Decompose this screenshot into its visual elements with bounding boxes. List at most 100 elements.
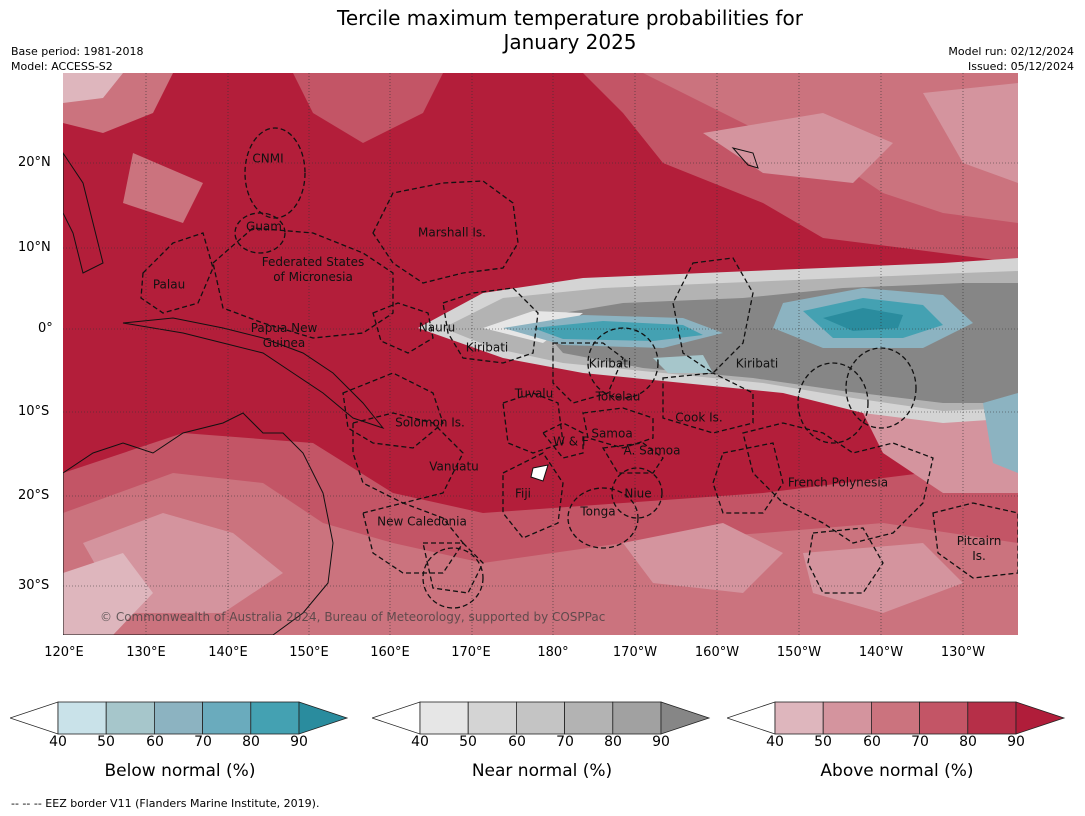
cbar-below-tick-70: 70 xyxy=(194,734,212,750)
lon-tick-150w: 150°W xyxy=(776,645,822,660)
label-png-line1: Papua New xyxy=(250,321,318,335)
map-canvas xyxy=(63,73,1018,635)
label-wallis-futuna: W & F xyxy=(553,434,589,449)
cbar-above-tick-80: 80 xyxy=(959,734,977,750)
colorbar-near-label: Near normal (%) xyxy=(471,761,613,781)
colorbar-swatch xyxy=(515,701,565,735)
colorbar-above-ticks: 40 50 60 70 80 90 xyxy=(727,734,1067,754)
cbar-near-tick-40: 40 xyxy=(411,734,429,750)
label-guam: Guam xyxy=(246,219,282,234)
colorbar-swatch xyxy=(774,701,824,735)
cbar-above-tick-90: 90 xyxy=(1007,734,1025,750)
cbar-near-tick-80: 80 xyxy=(604,734,622,750)
label-fiji: Fiji xyxy=(514,486,532,501)
colorbar-swatch xyxy=(105,701,155,735)
colorbar-cap-high xyxy=(298,701,349,735)
cbar-below-tick-80: 80 xyxy=(242,734,260,750)
label-cook-islands: Cook Is. xyxy=(675,410,723,425)
cbar-below-tick-90: 90 xyxy=(290,734,308,750)
label-kiribati-west: Kiribati xyxy=(465,340,509,355)
colorbar-cap-low xyxy=(372,701,421,735)
colorbar-below-ticks: 40 50 60 70 80 90 xyxy=(10,734,350,754)
label-fsm: Federated States of Micronesia xyxy=(262,255,364,285)
colorbar-swatch xyxy=(822,701,872,735)
model-name: Model: ACCESS-S2 xyxy=(11,60,113,73)
title-line-2: January 2025 xyxy=(503,30,637,54)
cbar-near-tick-70: 70 xyxy=(556,734,574,750)
label-png-line2: Guinea xyxy=(262,336,306,350)
label-tokelau: Tokelau xyxy=(595,389,641,404)
label-nauru: Nauru xyxy=(418,320,456,335)
lon-tick-140e: 140°E xyxy=(208,645,248,660)
label-french-polynesia: French Polynesia xyxy=(787,475,889,490)
copyright-notice: © Commonwealth of Australia 2024, Bureau… xyxy=(100,610,606,624)
cbar-below-tick-50: 50 xyxy=(97,734,115,750)
cbar-near-tick-60: 60 xyxy=(508,734,526,750)
colorbar-cap-high xyxy=(660,701,711,735)
label-pitcairn-line2: Is. xyxy=(972,549,986,563)
cbar-near-tick-50: 50 xyxy=(459,734,477,750)
lat-tick-20n: 20°N xyxy=(18,155,51,170)
label-tonga: Tonga xyxy=(580,504,616,519)
label-solomon-islands: Solomon Is. xyxy=(395,415,465,430)
label-tuvalu: Tuvalu xyxy=(514,386,554,401)
lon-tick-170e: 170°E xyxy=(451,645,491,660)
colorbar-below-label: Below normal (%) xyxy=(104,761,256,781)
cbar-above-tick-70: 70 xyxy=(911,734,929,750)
label-cnmi: CNMI xyxy=(252,151,284,166)
meta-left: Base period: 1981-2018 Model: ACCESS-S2 xyxy=(11,44,143,74)
label-fsm-line2: of Micronesia xyxy=(273,270,353,284)
cbar-above-tick-50: 50 xyxy=(814,734,832,750)
colorbar-swatch xyxy=(202,701,252,735)
label-pitcairn: Pitcairn Is. xyxy=(957,534,1002,564)
cbar-above-tick-40: 40 xyxy=(766,734,784,750)
model-run: Model run: 02/12/2024 xyxy=(948,45,1074,58)
lon-tick-160e: 160°E xyxy=(370,645,410,660)
lat-tick-10n: 10°N xyxy=(18,240,51,255)
label-papua-new-guinea: Papua New Guinea xyxy=(251,321,318,351)
lat-tick-10s: 10°S xyxy=(18,404,50,419)
cbar-below-tick-40: 40 xyxy=(49,734,67,750)
cbar-above-tick-60: 60 xyxy=(863,734,881,750)
label-marshall-islands: Marshall Is. xyxy=(418,225,486,240)
colorbar-swatch xyxy=(250,701,300,735)
label-vanuatu: Vanuatu xyxy=(429,459,479,474)
label-american-samoa: A. Samoa xyxy=(623,443,681,458)
label-kiribati-east: Kiribati xyxy=(735,356,779,371)
colorbar-swatch xyxy=(919,701,969,735)
lat-tick-20s: 20°S xyxy=(18,488,50,503)
colorbar-swatch xyxy=(153,701,203,735)
colorbar-swatch xyxy=(870,701,920,735)
lon-tick-150e: 150°E xyxy=(289,645,329,660)
cbar-near-tick-90: 90 xyxy=(652,734,670,750)
colorbar-swatch xyxy=(967,701,1017,735)
label-palau: Palau xyxy=(152,277,186,292)
colorbar-below-swatches xyxy=(10,701,349,735)
map-title: Tercile maximum temperature probabilitie… xyxy=(0,6,1085,54)
colorbar-below-normal: 40 50 60 70 80 90 Below normal (%) xyxy=(10,700,350,790)
colorbar-near-swatches xyxy=(372,701,711,735)
colorbar-swatch xyxy=(612,701,662,735)
base-period: Base period: 1981-2018 xyxy=(11,45,144,58)
colorbar-cap-low xyxy=(10,701,59,735)
colorbar-near-normal: 40 50 60 70 80 90 Near normal (%) xyxy=(372,700,712,790)
lat-tick-0: 0° xyxy=(38,321,53,336)
colorbar-swatch xyxy=(467,701,517,735)
lon-tick-170w: 170°W xyxy=(612,645,658,660)
title-line-1: Tercile maximum temperature probabilitie… xyxy=(337,6,803,30)
colorbar-cap-high xyxy=(1015,701,1066,735)
colorbar-above-normal: 40 50 60 70 80 90 Above normal (%) xyxy=(727,700,1067,790)
meta-right: Model run: 02/12/2024 Issued: 05/12/2024 xyxy=(948,44,1074,74)
label-pitcairn-line1: Pitcairn xyxy=(956,534,1002,548)
lon-tick-180: 180° xyxy=(537,645,569,660)
probability-map xyxy=(63,73,1018,635)
issued-date: Issued: 05/12/2024 xyxy=(967,60,1074,73)
lon-tick-130w: 130°W xyxy=(940,645,986,660)
colorbar-swatch xyxy=(564,701,614,735)
label-new-caledonia: New Caledonia xyxy=(377,514,467,529)
lon-tick-120e: 120°E xyxy=(44,645,84,660)
eez-footnote: -- -- -- EEZ border V11 (Flanders Marine… xyxy=(11,797,320,810)
lon-tick-140w: 140°W xyxy=(858,645,904,660)
lon-tick-160w: 160°W xyxy=(694,645,740,660)
colorbar-above-swatches xyxy=(727,701,1066,735)
